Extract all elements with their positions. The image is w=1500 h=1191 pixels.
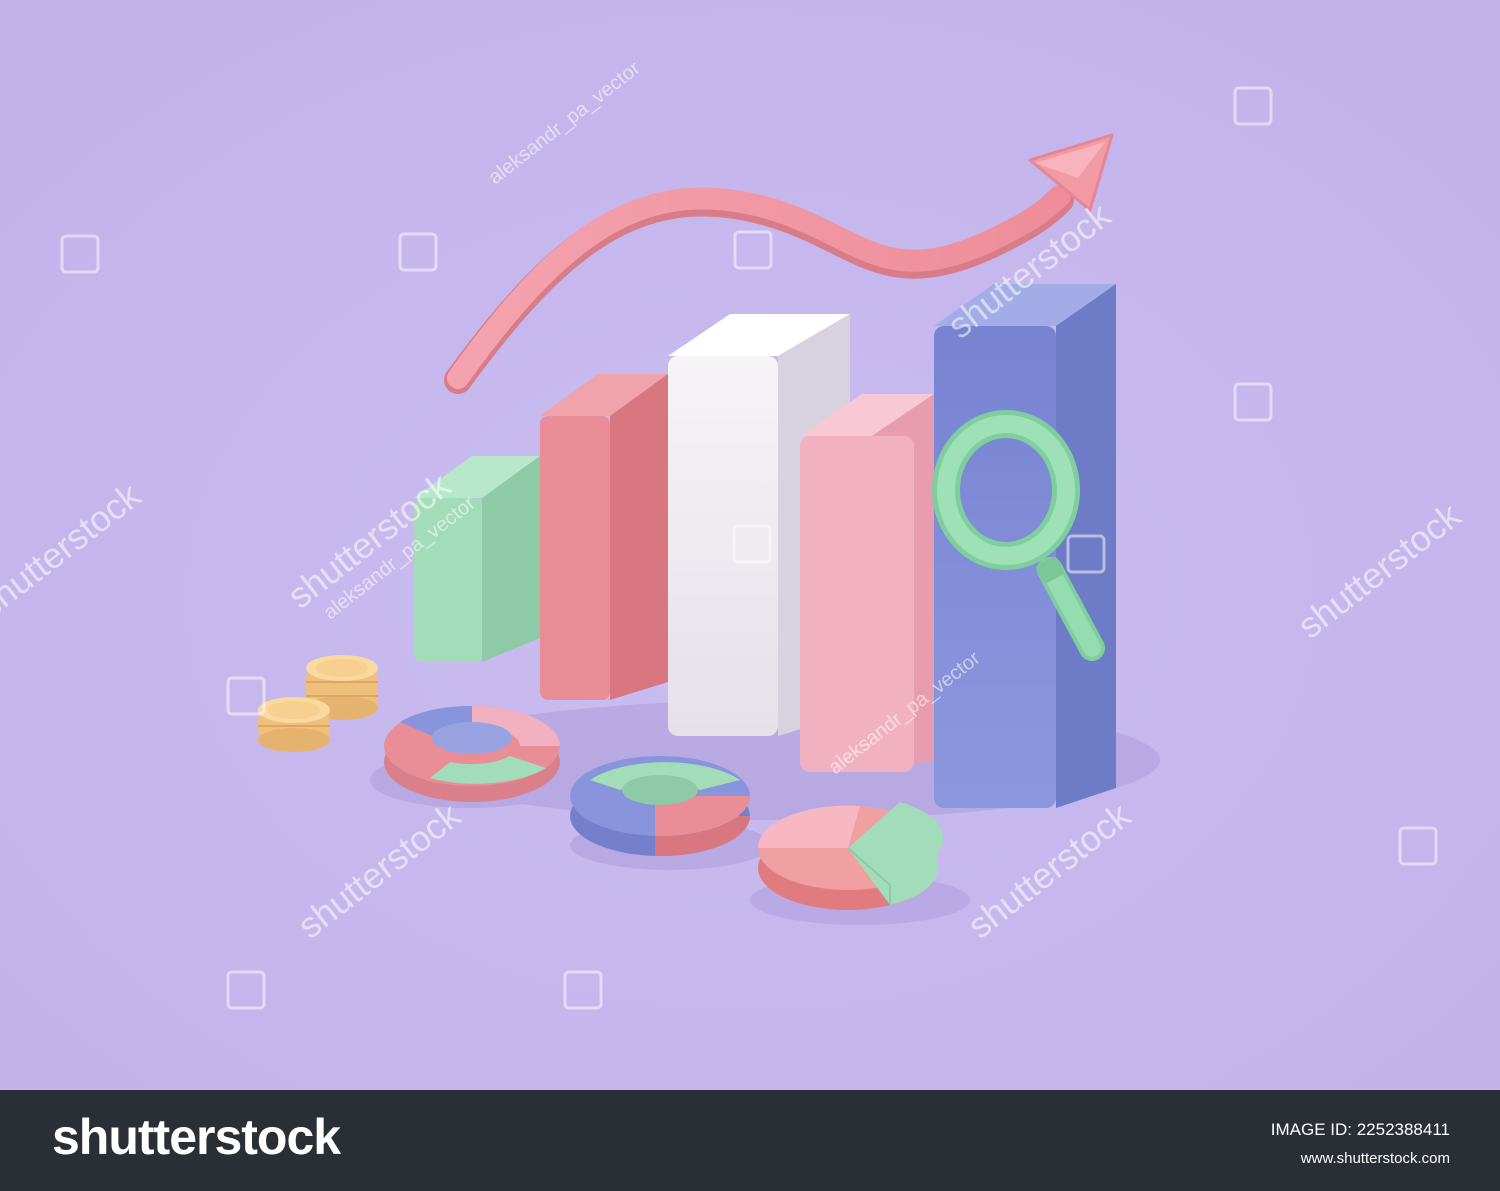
pie-chart — [757, 802, 944, 910]
bar-red — [540, 374, 668, 700]
coin-stack-left — [258, 697, 330, 752]
bar-green — [414, 456, 540, 662]
bar-pink — [800, 394, 934, 772]
footer-image-id: IMAGE ID: 2252388411 — [1270, 1120, 1450, 1139]
illustration: shutterstock shutterstock shutterstock s… — [0, 0, 1500, 1090]
footer-brand-logo[interactable]: shutterstock — [52, 1109, 341, 1165]
donut-chart-center — [570, 756, 751, 857]
magnifier-icon — [932, 410, 1105, 661]
footer-bar — [0, 1090, 1500, 1191]
trend-arrow — [444, 133, 1114, 394]
footer-site-url[interactable]: www.shutterstock.com — [1300, 1150, 1450, 1167]
illustration-canvas: shutterstock shutterstock shutterstock s… — [0, 0, 1500, 1090]
donut-chart-left — [384, 705, 560, 802]
coin-stack-right — [306, 655, 378, 720]
